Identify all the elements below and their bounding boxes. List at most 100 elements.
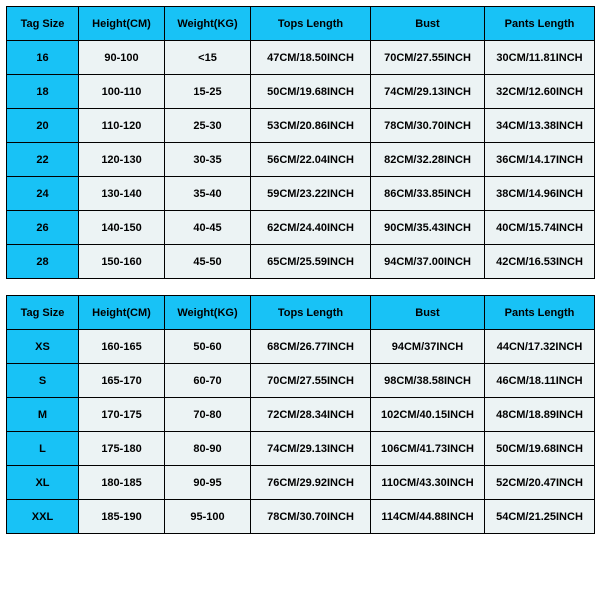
data-cell: 70CM/27.55INCH bbox=[251, 364, 371, 398]
table-header-row: Tag Size Height(CM) Weight(KG) Tops Leng… bbox=[7, 7, 595, 41]
col-header: Tops Length bbox=[251, 296, 371, 330]
data-cell: 62CM/24.40INCH bbox=[251, 211, 371, 245]
table-body: 1690-100<1547CM/18.50INCH70CM/27.55INCH3… bbox=[7, 41, 595, 279]
tag-size-cell: M bbox=[7, 398, 79, 432]
data-cell: 54CM/21.25INCH bbox=[485, 500, 595, 534]
data-cell: 130-140 bbox=[79, 177, 165, 211]
data-cell: 45-50 bbox=[165, 245, 251, 279]
table-row: 24130-14035-4059CM/23.22INCH86CM/33.85IN… bbox=[7, 177, 595, 211]
table-row: XXL185-19095-10078CM/30.70INCH114CM/44.8… bbox=[7, 500, 595, 534]
table-row: XS160-16550-6068CM/26.77INCH94CM/37INCH4… bbox=[7, 330, 595, 364]
data-cell: 42CM/16.53INCH bbox=[485, 245, 595, 279]
data-cell: 78CM/30.70INCH bbox=[371, 109, 485, 143]
table-gap bbox=[6, 279, 594, 295]
data-cell: 70-80 bbox=[165, 398, 251, 432]
tag-size-cell: 22 bbox=[7, 143, 79, 177]
data-cell: 53CM/20.86INCH bbox=[251, 109, 371, 143]
data-cell: 180-185 bbox=[79, 466, 165, 500]
data-cell: 70CM/27.55INCH bbox=[371, 41, 485, 75]
table-row: 20110-12025-3053CM/20.86INCH78CM/30.70IN… bbox=[7, 109, 595, 143]
data-cell: 50CM/19.68INCH bbox=[251, 75, 371, 109]
data-cell: 78CM/30.70INCH bbox=[251, 500, 371, 534]
data-cell: 44CN/17.32INCH bbox=[485, 330, 595, 364]
col-header: Height(CM) bbox=[79, 296, 165, 330]
data-cell: 175-180 bbox=[79, 432, 165, 466]
table-row: 26140-15040-4562CM/24.40INCH90CM/35.43IN… bbox=[7, 211, 595, 245]
col-header: Weight(KG) bbox=[165, 296, 251, 330]
col-header: Tag Size bbox=[7, 7, 79, 41]
data-cell: 140-150 bbox=[79, 211, 165, 245]
data-cell: 90CM/35.43INCH bbox=[371, 211, 485, 245]
table-row: L175-18080-9074CM/29.13INCH106CM/41.73IN… bbox=[7, 432, 595, 466]
data-cell: <15 bbox=[165, 41, 251, 75]
table-row: 18100-11015-2550CM/19.68INCH74CM/29.13IN… bbox=[7, 75, 595, 109]
table-body: XS160-16550-6068CM/26.77INCH94CM/37INCH4… bbox=[7, 330, 595, 534]
data-cell: 90-95 bbox=[165, 466, 251, 500]
tag-size-cell: XXL bbox=[7, 500, 79, 534]
col-header: Bust bbox=[371, 7, 485, 41]
col-header: Height(CM) bbox=[79, 7, 165, 41]
data-cell: 47CM/18.50INCH bbox=[251, 41, 371, 75]
data-cell: 110CM/43.30INCH bbox=[371, 466, 485, 500]
table-row: 22120-13030-3556CM/22.04INCH82CM/32.28IN… bbox=[7, 143, 595, 177]
data-cell: 15-25 bbox=[165, 75, 251, 109]
data-cell: 59CM/23.22INCH bbox=[251, 177, 371, 211]
data-cell: 25-30 bbox=[165, 109, 251, 143]
tag-size-cell: S bbox=[7, 364, 79, 398]
data-cell: 114CM/44.88INCH bbox=[371, 500, 485, 534]
data-cell: 82CM/32.28INCH bbox=[371, 143, 485, 177]
data-cell: 74CM/29.13INCH bbox=[251, 432, 371, 466]
data-cell: 120-130 bbox=[79, 143, 165, 177]
data-cell: 50-60 bbox=[165, 330, 251, 364]
data-cell: 56CM/22.04INCH bbox=[251, 143, 371, 177]
data-cell: 185-190 bbox=[79, 500, 165, 534]
table-row: S165-17060-7070CM/27.55INCH98CM/38.58INC… bbox=[7, 364, 595, 398]
data-cell: 98CM/38.58INCH bbox=[371, 364, 485, 398]
tag-size-cell: 16 bbox=[7, 41, 79, 75]
data-cell: 30CM/11.81INCH bbox=[485, 41, 595, 75]
data-cell: 38CM/14.96INCH bbox=[485, 177, 595, 211]
data-cell: 65CM/25.59INCH bbox=[251, 245, 371, 279]
data-cell: 48CM/18.89INCH bbox=[485, 398, 595, 432]
col-header: Weight(KG) bbox=[165, 7, 251, 41]
size-table-kids: Tag Size Height(CM) Weight(KG) Tops Leng… bbox=[6, 6, 595, 279]
data-cell: 100-110 bbox=[79, 75, 165, 109]
data-cell: 52CM/20.47INCH bbox=[485, 466, 595, 500]
table-row: 28150-16045-5065CM/25.59INCH94CM/37.00IN… bbox=[7, 245, 595, 279]
data-cell: 165-170 bbox=[79, 364, 165, 398]
tag-size-cell: XS bbox=[7, 330, 79, 364]
data-cell: 60-70 bbox=[165, 364, 251, 398]
data-cell: 72CM/28.34INCH bbox=[251, 398, 371, 432]
data-cell: 68CM/26.77INCH bbox=[251, 330, 371, 364]
table-row: XL180-18590-9576CM/29.92INCH110CM/43.30I… bbox=[7, 466, 595, 500]
table-row: 1690-100<1547CM/18.50INCH70CM/27.55INCH3… bbox=[7, 41, 595, 75]
data-cell: 160-165 bbox=[79, 330, 165, 364]
data-cell: 46CM/18.11INCH bbox=[485, 364, 595, 398]
data-cell: 36CM/14.17INCH bbox=[485, 143, 595, 177]
data-cell: 74CM/29.13INCH bbox=[371, 75, 485, 109]
data-cell: 95-100 bbox=[165, 500, 251, 534]
col-header: Pants Length bbox=[485, 296, 595, 330]
tag-size-cell: L bbox=[7, 432, 79, 466]
data-cell: 32CM/12.60INCH bbox=[485, 75, 595, 109]
tag-size-cell: 24 bbox=[7, 177, 79, 211]
tag-size-cell: 28 bbox=[7, 245, 79, 279]
data-cell: 34CM/13.38INCH bbox=[485, 109, 595, 143]
data-cell: 35-40 bbox=[165, 177, 251, 211]
data-cell: 94CM/37.00INCH bbox=[371, 245, 485, 279]
tag-size-cell: XL bbox=[7, 466, 79, 500]
col-header: Pants Length bbox=[485, 7, 595, 41]
data-cell: 94CM/37INCH bbox=[371, 330, 485, 364]
table-header-row: Tag Size Height(CM) Weight(KG) Tops Leng… bbox=[7, 296, 595, 330]
data-cell: 76CM/29.92INCH bbox=[251, 466, 371, 500]
data-cell: 106CM/41.73INCH bbox=[371, 432, 485, 466]
data-cell: 50CM/19.68INCH bbox=[485, 432, 595, 466]
data-cell: 170-175 bbox=[79, 398, 165, 432]
col-header: Bust bbox=[371, 296, 485, 330]
data-cell: 40-45 bbox=[165, 211, 251, 245]
data-cell: 86CM/33.85INCH bbox=[371, 177, 485, 211]
data-cell: 80-90 bbox=[165, 432, 251, 466]
data-cell: 102CM/40.15INCH bbox=[371, 398, 485, 432]
data-cell: 150-160 bbox=[79, 245, 165, 279]
col-header: Tops Length bbox=[251, 7, 371, 41]
